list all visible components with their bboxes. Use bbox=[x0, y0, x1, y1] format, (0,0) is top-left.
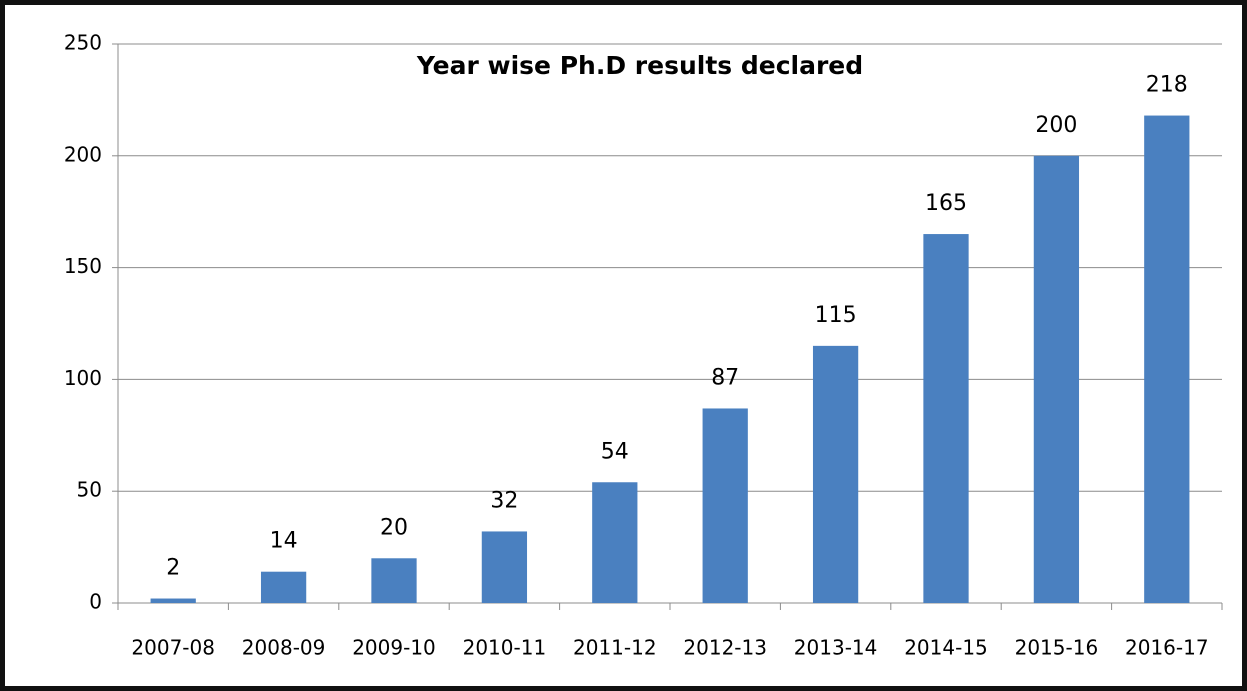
data-label: 54 bbox=[601, 439, 629, 464]
data-label: 32 bbox=[490, 488, 518, 513]
bar bbox=[1033, 155, 1080, 604]
bar bbox=[1144, 115, 1190, 603]
bar bbox=[923, 234, 969, 603]
x-tick-label: 2015-16 bbox=[1015, 636, 1099, 660]
y-tick-label: 250 bbox=[64, 31, 102, 55]
x-tick-label: 2010-11 bbox=[463, 636, 547, 660]
bar bbox=[812, 345, 859, 603]
x-tick-label: 2013-14 bbox=[794, 636, 878, 660]
bar bbox=[702, 408, 748, 603]
x-tick-label: 2014-15 bbox=[904, 636, 988, 660]
y-tick-label: 100 bbox=[64, 366, 102, 390]
chart-title: Year wise Ph.D results declared bbox=[416, 51, 863, 80]
data-label: 20 bbox=[380, 515, 408, 540]
y-tick-label: 0 bbox=[89, 590, 102, 614]
bar bbox=[481, 531, 528, 603]
data-label: 115 bbox=[815, 303, 857, 328]
data-label: 87 bbox=[711, 365, 739, 390]
y-tick-label: 150 bbox=[64, 254, 102, 278]
bar bbox=[371, 558, 417, 603]
x-tick-label: 2012-13 bbox=[683, 636, 767, 660]
data-label: 200 bbox=[1035, 113, 1077, 138]
data-label: 218 bbox=[1146, 73, 1188, 98]
bar bbox=[150, 598, 196, 603]
bar bbox=[260, 571, 307, 603]
data-label: 2 bbox=[166, 556, 180, 581]
data-label: 14 bbox=[270, 529, 298, 554]
data-label: 165 bbox=[925, 191, 967, 216]
y-tick-label: 50 bbox=[77, 478, 102, 502]
x-tick-label: 2008-09 bbox=[242, 636, 326, 660]
x-tick-label: 2011-12 bbox=[573, 636, 657, 660]
x-tick-label: 2007-08 bbox=[131, 636, 215, 660]
x-tick-label: 2009-10 bbox=[352, 636, 436, 660]
y-tick-label: 200 bbox=[64, 142, 102, 166]
bar bbox=[592, 482, 638, 603]
x-tick-label: 2016-17 bbox=[1125, 636, 1209, 660]
